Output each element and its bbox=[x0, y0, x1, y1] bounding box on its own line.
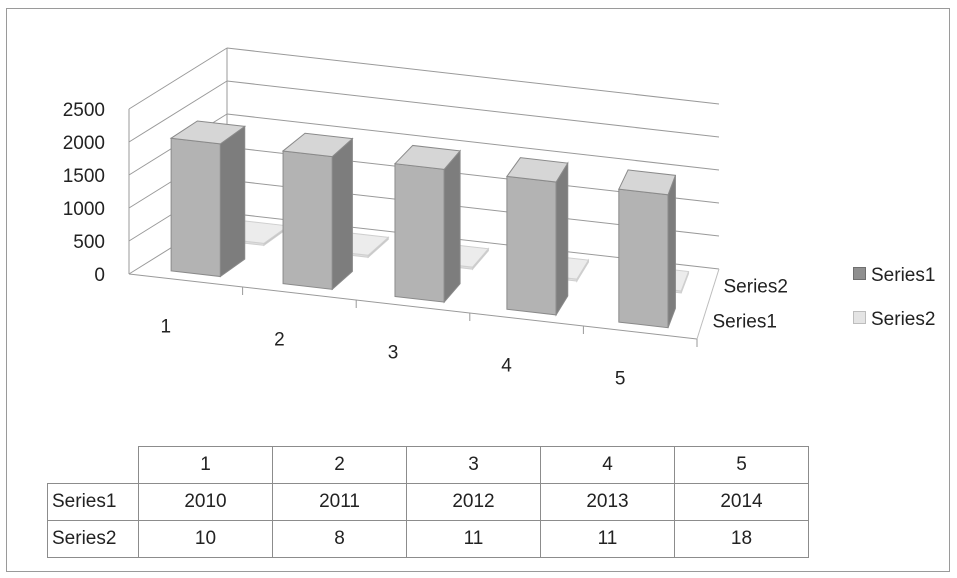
depth-axis-label: Series1 bbox=[713, 312, 777, 333]
gridline-side bbox=[128, 47, 228, 110]
x-tick-label: 2 bbox=[274, 330, 285, 351]
x-tick-label: 3 bbox=[388, 343, 399, 364]
bar-series1-top bbox=[506, 157, 569, 183]
bar-series1-front bbox=[170, 137, 221, 278]
table-header-cell: 4 bbox=[540, 446, 675, 484]
table-row: Series1 2010 2011 2012 2013 2014 bbox=[47, 483, 809, 521]
legend-label-series1: Series1 bbox=[871, 265, 936, 286]
x-tick-label: 1 bbox=[161, 317, 172, 338]
bar-series1-top bbox=[618, 169, 677, 196]
chart-plot: 0 500 1000 1500 2000 2500 1 2 3 4 5 Series1 Series2 bbox=[63, 47, 788, 390]
y-tick-label: 1000 bbox=[63, 199, 105, 220]
table-cell: 10 bbox=[138, 520, 273, 558]
bar-series1-front bbox=[506, 175, 557, 316]
x-tick-label: 5 bbox=[615, 369, 626, 390]
bar-series1-side bbox=[667, 175, 676, 328]
gridline-back bbox=[226, 47, 720, 105]
bar-series1-front bbox=[394, 163, 445, 303]
bar-series1-front bbox=[282, 150, 333, 290]
table-row-label: Series2 bbox=[47, 520, 139, 558]
bar-series1-top bbox=[281, 132, 354, 158]
floor-front-edge bbox=[128, 273, 698, 340]
gridline-back bbox=[226, 80, 720, 138]
table-cell: 2012 bbox=[406, 483, 541, 521]
table-cell: 8 bbox=[272, 520, 407, 558]
table-header-cell: 3 bbox=[406, 446, 541, 484]
table-header-row: 1 2 3 4 5 bbox=[47, 446, 809, 484]
table-cell: 2013 bbox=[540, 483, 675, 521]
table-cell: 11 bbox=[406, 520, 541, 558]
bar-series1-top bbox=[393, 144, 462, 170]
table-row-label: Series1 bbox=[47, 483, 139, 521]
bar-series1-side bbox=[331, 137, 353, 291]
gridline-side bbox=[128, 80, 228, 143]
chart-frame: 0 500 1000 1500 2000 2500 1 2 3 4 5 Series1 Series2 … bbox=[6, 8, 950, 572]
bar-series1-side bbox=[443, 149, 461, 304]
y-tick-label: 2000 bbox=[63, 133, 105, 154]
legend-label-series2: Series2 bbox=[871, 309, 936, 330]
legend-swatch-series1 bbox=[853, 267, 866, 281]
floor-right-edge bbox=[696, 268, 720, 340]
gridline-back bbox=[226, 113, 720, 171]
table-cell: 11 bbox=[540, 520, 675, 558]
bar-series1-top bbox=[169, 120, 247, 145]
depth-axis-label: Series2 bbox=[724, 277, 788, 298]
table-header-cell: 1 bbox=[138, 446, 273, 484]
x-tick-label: 4 bbox=[501, 356, 512, 377]
legend-swatch-series2 bbox=[853, 311, 866, 325]
legend-item-series1: Series1 bbox=[853, 265, 935, 287]
table-header-cell: 2 bbox=[272, 446, 407, 484]
y-tick-label: 2500 bbox=[63, 100, 105, 121]
bar-series1-side bbox=[219, 125, 246, 278]
table-cell: 18 bbox=[674, 520, 809, 558]
table-cell: 2010 bbox=[138, 483, 273, 521]
y-tick-label: 500 bbox=[73, 232, 105, 253]
table-cell: 2011 bbox=[272, 483, 407, 521]
table-cell: 2014 bbox=[674, 483, 809, 521]
legend-item-series2: Series2 bbox=[853, 309, 935, 331]
table-header-cell: 5 bbox=[674, 446, 809, 484]
data-table: 1 2 3 4 5 Series1 2010 2011 2012 2013 20… bbox=[47, 446, 809, 558]
table-corner-cell bbox=[47, 446, 139, 484]
table-row: Series2 10 8 11 11 18 bbox=[47, 520, 809, 558]
bar-series1-side bbox=[555, 161, 569, 317]
y-tick-label: 1500 bbox=[63, 166, 105, 187]
bar-series1-front bbox=[618, 188, 669, 329]
y-tick-label: 0 bbox=[94, 265, 105, 286]
